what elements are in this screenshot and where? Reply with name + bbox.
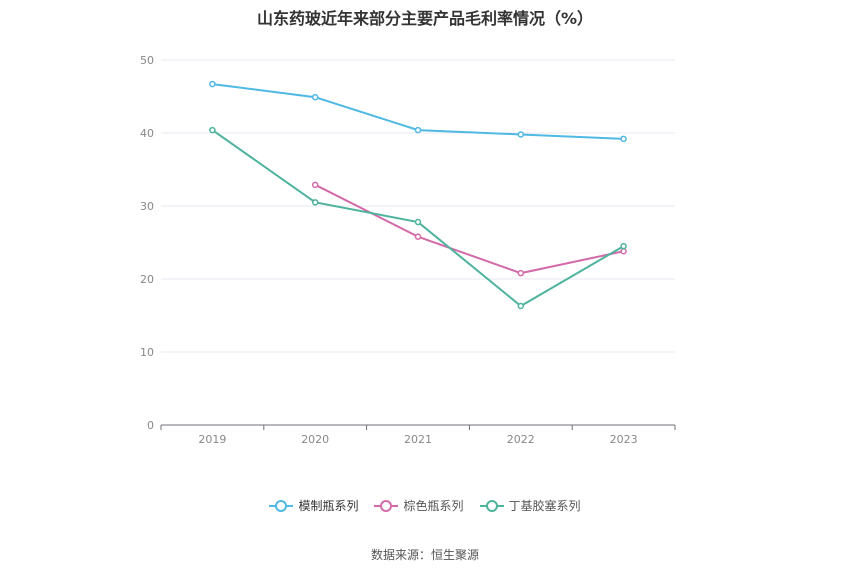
data-point: [517, 302, 525, 310]
series-3: [209, 126, 627, 310]
y-tick-label: 20: [140, 273, 154, 286]
data-point: [620, 135, 627, 143]
y-tick-label: 40: [140, 127, 154, 140]
data-source: 数据来源：恒生聚源: [370, 548, 479, 562]
data-point: [209, 126, 216, 134]
series-2: [311, 181, 627, 277]
legend-marker-icon: [269, 499, 294, 512]
legend-item[interactable]: 丁基胶塞系列: [479, 497, 581, 514]
data-point: [517, 131, 525, 138]
y-tick-label: 30: [140, 200, 154, 213]
series-group: [209, 80, 627, 310]
series-line: [211, 129, 625, 308]
data-point: [311, 93, 319, 101]
data-point: [311, 199, 319, 206]
x-tick-label: 2020: [301, 433, 329, 446]
x-tick-label: 2019: [198, 433, 226, 446]
legend-item[interactable]: 模制瓶系列: [269, 497, 358, 514]
grid-lines: [161, 59, 675, 353]
line-chart: 0 10 20 30 40 50 2019 2020 2021 2022 2023: [140, 54, 676, 446]
legend: 模制瓶系列 棕色瓶系列 丁基胶塞系列: [0, 497, 850, 514]
axes: 0 10 20 30 40 50 2019 2020 2021 2022 2023: [140, 54, 676, 446]
series-1: [209, 80, 627, 143]
x-tick-label: 2021: [404, 433, 432, 446]
data-point: [414, 233, 422, 240]
x-tick-label: 2023: [610, 433, 638, 446]
data-point: [620, 248, 627, 255]
y-tick-label: 0: [147, 419, 154, 432]
x-tick-label: 2022: [507, 433, 535, 446]
y-tick-label: 10: [140, 346, 154, 359]
legend-item[interactable]: 棕色瓶系列: [374, 497, 464, 514]
data-point: [620, 242, 627, 250]
legend-label: 丁基胶塞系列: [508, 499, 581, 513]
data-point: [209, 80, 216, 88]
chart-title: 山东药玻近年来部分主要产品毛利率情况（%）: [256, 9, 594, 28]
data-point: [311, 181, 319, 189]
data-point: [414, 218, 422, 226]
data-point: [414, 126, 422, 134]
legend-marker-icon: [479, 499, 504, 512]
legend-marker-icon: [374, 499, 399, 512]
series-line: [314, 183, 624, 275]
data-point: [517, 269, 525, 277]
legend-label: 棕色瓶系列: [403, 499, 464, 513]
y-tick-label: 50: [140, 54, 154, 67]
legend-label: 模制瓶系列: [298, 499, 359, 513]
